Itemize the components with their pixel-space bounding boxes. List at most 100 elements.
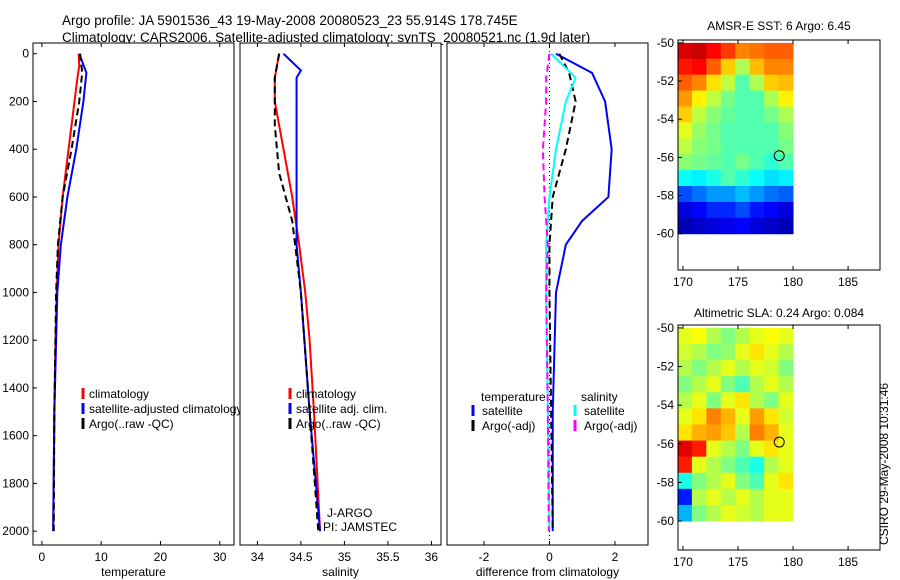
sst-cell bbox=[764, 186, 780, 203]
sla-cell bbox=[764, 327, 780, 345]
temperature-legend-item: satellite-adjusted climatology bbox=[89, 402, 242, 416]
sst-cell bbox=[691, 138, 707, 155]
temperature-legend-item: Argo(..raw -QC) bbox=[89, 417, 174, 431]
sla-cell bbox=[706, 327, 722, 345]
sst-cell bbox=[764, 106, 780, 123]
sla-cell bbox=[749, 360, 765, 377]
sla-cell bbox=[706, 408, 722, 425]
sst-cell bbox=[691, 58, 707, 76]
sst-cell bbox=[764, 217, 780, 235]
temperature-ytick-label: 1200 bbox=[2, 333, 29, 347]
difference-legend-item: Argo(-adj) bbox=[482, 419, 535, 433]
sst-cell bbox=[691, 90, 707, 107]
sla-cell bbox=[778, 343, 794, 361]
sst-cell bbox=[764, 74, 780, 92]
sst-cell bbox=[706, 201, 722, 219]
sla-cell bbox=[764, 456, 780, 474]
sst-cell bbox=[749, 217, 765, 235]
sst-cell bbox=[735, 186, 751, 203]
difference-xlabel: difference from climatology bbox=[476, 565, 619, 579]
sla-cell bbox=[735, 504, 751, 522]
sla-cell bbox=[691, 376, 707, 393]
sla-cell bbox=[691, 456, 707, 474]
sst-cell bbox=[749, 106, 765, 123]
sla-cell bbox=[677, 408, 693, 425]
sla-cell bbox=[749, 472, 765, 490]
sla-cell bbox=[720, 327, 736, 345]
sst-cell bbox=[691, 122, 707, 139]
sst-cell bbox=[720, 154, 736, 171]
sla-ytick-label: -54 bbox=[657, 398, 675, 412]
salinity-legend-item: Argo(..raw -QC) bbox=[296, 417, 381, 431]
sla-cell bbox=[778, 408, 794, 425]
sla-cell bbox=[749, 408, 765, 425]
sla-cell bbox=[778, 440, 794, 458]
difference-xtick-label: 0 bbox=[546, 550, 553, 564]
sla-cell bbox=[749, 327, 765, 345]
sla-cell bbox=[749, 456, 765, 474]
sst-cell bbox=[706, 217, 722, 235]
sla-title: Altimetric SLA: 0.24 Argo: 0.084 bbox=[694, 306, 864, 320]
sst-cell bbox=[735, 90, 751, 107]
sla-cell bbox=[764, 360, 780, 377]
sla-ytick-label: -58 bbox=[657, 475, 675, 489]
sst-cell bbox=[764, 122, 780, 139]
sst-cell bbox=[691, 201, 707, 219]
temperature-ytick-label: 1400 bbox=[2, 381, 29, 395]
sst-cell bbox=[677, 122, 693, 139]
temperature-ytick-label: 2000 bbox=[2, 524, 29, 538]
sla-cell bbox=[720, 408, 736, 425]
sla-cell bbox=[706, 343, 722, 361]
salinity-legend-item: climatology bbox=[296, 387, 356, 401]
sst-cell bbox=[749, 154, 765, 171]
sla-cell bbox=[735, 424, 751, 442]
sst-cell bbox=[749, 170, 765, 187]
sla-ytick-label: -56 bbox=[657, 437, 675, 451]
sla-cell bbox=[749, 424, 765, 442]
sst-xtick-label: 175 bbox=[728, 275, 748, 289]
temperature-ytick-label: 200 bbox=[9, 94, 29, 108]
sla-cell bbox=[764, 343, 780, 361]
sla-cell bbox=[735, 408, 751, 425]
temperature-xtick-label: 30 bbox=[213, 550, 227, 564]
sst-cell bbox=[720, 217, 736, 235]
sla-cell bbox=[706, 504, 722, 522]
sla-cell bbox=[706, 376, 722, 393]
sst-cell bbox=[706, 122, 722, 139]
sla-cell bbox=[735, 343, 751, 361]
sla-cell bbox=[778, 360, 794, 377]
sla-axes bbox=[677, 324, 881, 551]
sst-cell bbox=[706, 90, 722, 107]
sla-cell bbox=[778, 424, 794, 442]
sst-cell bbox=[764, 170, 780, 187]
sla-argo-position-marker bbox=[773, 436, 785, 448]
sst-cell bbox=[691, 42, 707, 60]
sla-cell bbox=[677, 456, 693, 474]
sst-cell bbox=[677, 170, 693, 187]
difference-series-salinity-satellite bbox=[545, 53, 577, 532]
sla-cell bbox=[764, 440, 780, 458]
sst-cell bbox=[778, 186, 794, 203]
sla-cell bbox=[691, 408, 707, 425]
sla-cell bbox=[735, 472, 751, 490]
sla-cell bbox=[735, 456, 751, 474]
sla-cell bbox=[691, 472, 707, 490]
difference-xtick-label: 2 bbox=[612, 550, 619, 564]
sst-cell bbox=[749, 74, 765, 92]
sla-xtick-label: 170 bbox=[673, 555, 693, 569]
sla-ytick-label: -52 bbox=[657, 360, 675, 374]
sla-cell bbox=[691, 424, 707, 442]
sst-cell bbox=[706, 58, 722, 76]
sla-cell bbox=[691, 504, 707, 522]
salinity-series-argo-raw-qc- bbox=[273, 53, 320, 532]
sst-cell bbox=[720, 201, 736, 219]
temperature-ytick-label: 800 bbox=[9, 238, 29, 252]
sla-cell bbox=[677, 392, 693, 409]
sst-cell bbox=[778, 170, 794, 187]
sst-cell bbox=[749, 42, 765, 60]
sla-cell bbox=[720, 488, 736, 506]
sst-cell bbox=[764, 42, 780, 60]
sst-cell bbox=[706, 154, 722, 171]
annotation-float: J-ARGO bbox=[327, 506, 372, 520]
annotation-pi: PI: JAMSTEC bbox=[323, 520, 397, 534]
